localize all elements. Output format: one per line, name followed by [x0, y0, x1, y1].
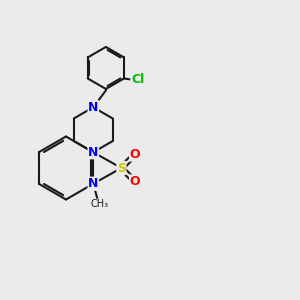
Text: N: N [88, 146, 98, 159]
Text: S: S [117, 161, 126, 175]
Text: N: N [88, 177, 98, 190]
Text: CH₃: CH₃ [90, 199, 108, 209]
Text: O: O [130, 148, 140, 161]
Text: N: N [88, 101, 98, 114]
Text: O: O [130, 175, 140, 188]
Text: Cl: Cl [131, 74, 144, 86]
